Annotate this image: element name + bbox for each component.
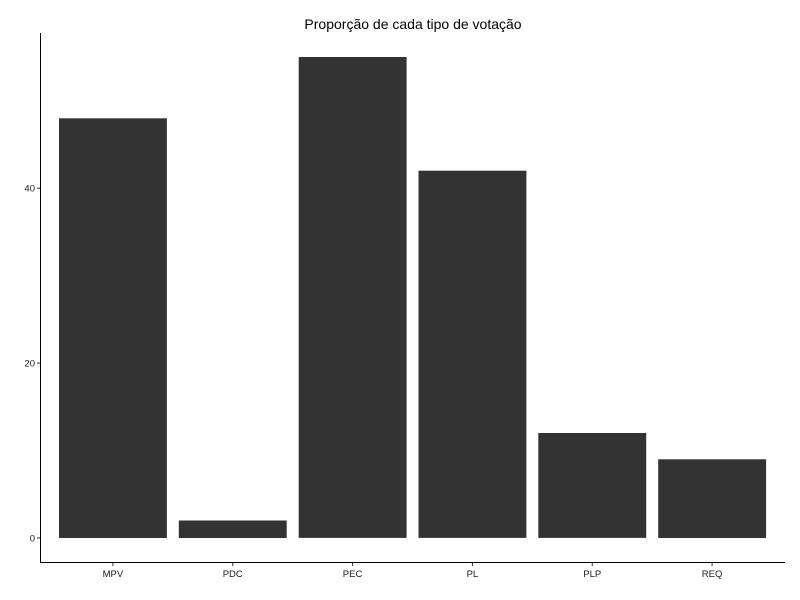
bar-plp	[538, 433, 647, 538]
x-tick-label-plp: PLP	[583, 569, 601, 580]
y-tick-label-40: 40	[24, 184, 35, 195]
x-tick-label-pdc: PDC	[223, 569, 243, 580]
bar-pl	[418, 170, 527, 538]
bar-mpv	[59, 118, 167, 539]
x-tick-label-mpv: MPV	[103, 569, 124, 580]
x-tick-label-pl: PL	[467, 569, 479, 580]
bar-pec	[298, 57, 407, 538]
y-tick-label-20: 20	[24, 359, 35, 370]
ticks-group: MPV PDC PEC PL PLP REQ 0 20 40	[24, 184, 722, 580]
bars-group	[59, 57, 767, 539]
x-tick-label-req: REQ	[702, 569, 723, 580]
y-tick-label-0: 0	[30, 533, 35, 544]
chart-title: Proporção de cada tipo de votação	[304, 16, 521, 32]
bar-pdc	[178, 520, 287, 538]
x-tick-label-pec: PEC	[343, 569, 363, 580]
bar-req	[658, 459, 767, 538]
